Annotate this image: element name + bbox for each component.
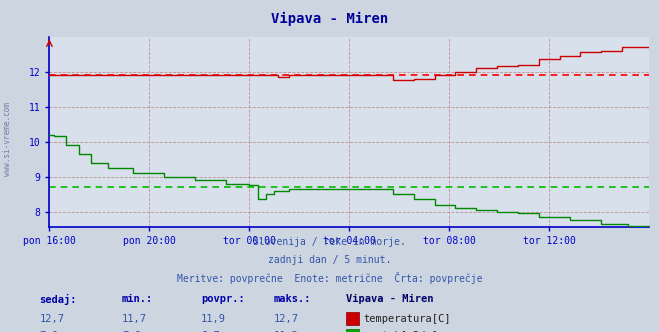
Text: pretok[m3/s]: pretok[m3/s]: [363, 331, 438, 332]
Text: maks.:: maks.:: [273, 294, 311, 304]
Text: 11,9: 11,9: [201, 314, 226, 324]
Text: Vipava - Miren: Vipava - Miren: [271, 12, 388, 26]
Text: 7,6: 7,6: [122, 331, 140, 332]
Text: Slovenija / reke in morje.: Slovenija / reke in morje.: [253, 237, 406, 247]
Text: www.si-vreme.com: www.si-vreme.com: [3, 103, 13, 176]
Text: zadnji dan / 5 minut.: zadnji dan / 5 minut.: [268, 255, 391, 265]
Text: 8,7: 8,7: [201, 331, 219, 332]
Text: 11,7: 11,7: [122, 314, 147, 324]
Text: 12,7: 12,7: [40, 314, 65, 324]
Text: 10,2: 10,2: [273, 331, 299, 332]
Text: min.:: min.:: [122, 294, 153, 304]
Text: sedaj:: sedaj:: [40, 294, 77, 305]
Text: temperatura[C]: temperatura[C]: [363, 314, 451, 324]
Text: povpr.:: povpr.:: [201, 294, 244, 304]
Text: Vipava - Miren: Vipava - Miren: [346, 294, 434, 304]
Text: 7,6: 7,6: [40, 331, 58, 332]
Text: Meritve: povprečne  Enote: metrične  Črta: povprečje: Meritve: povprečne Enote: metrične Črta:…: [177, 272, 482, 284]
Text: 12,7: 12,7: [273, 314, 299, 324]
